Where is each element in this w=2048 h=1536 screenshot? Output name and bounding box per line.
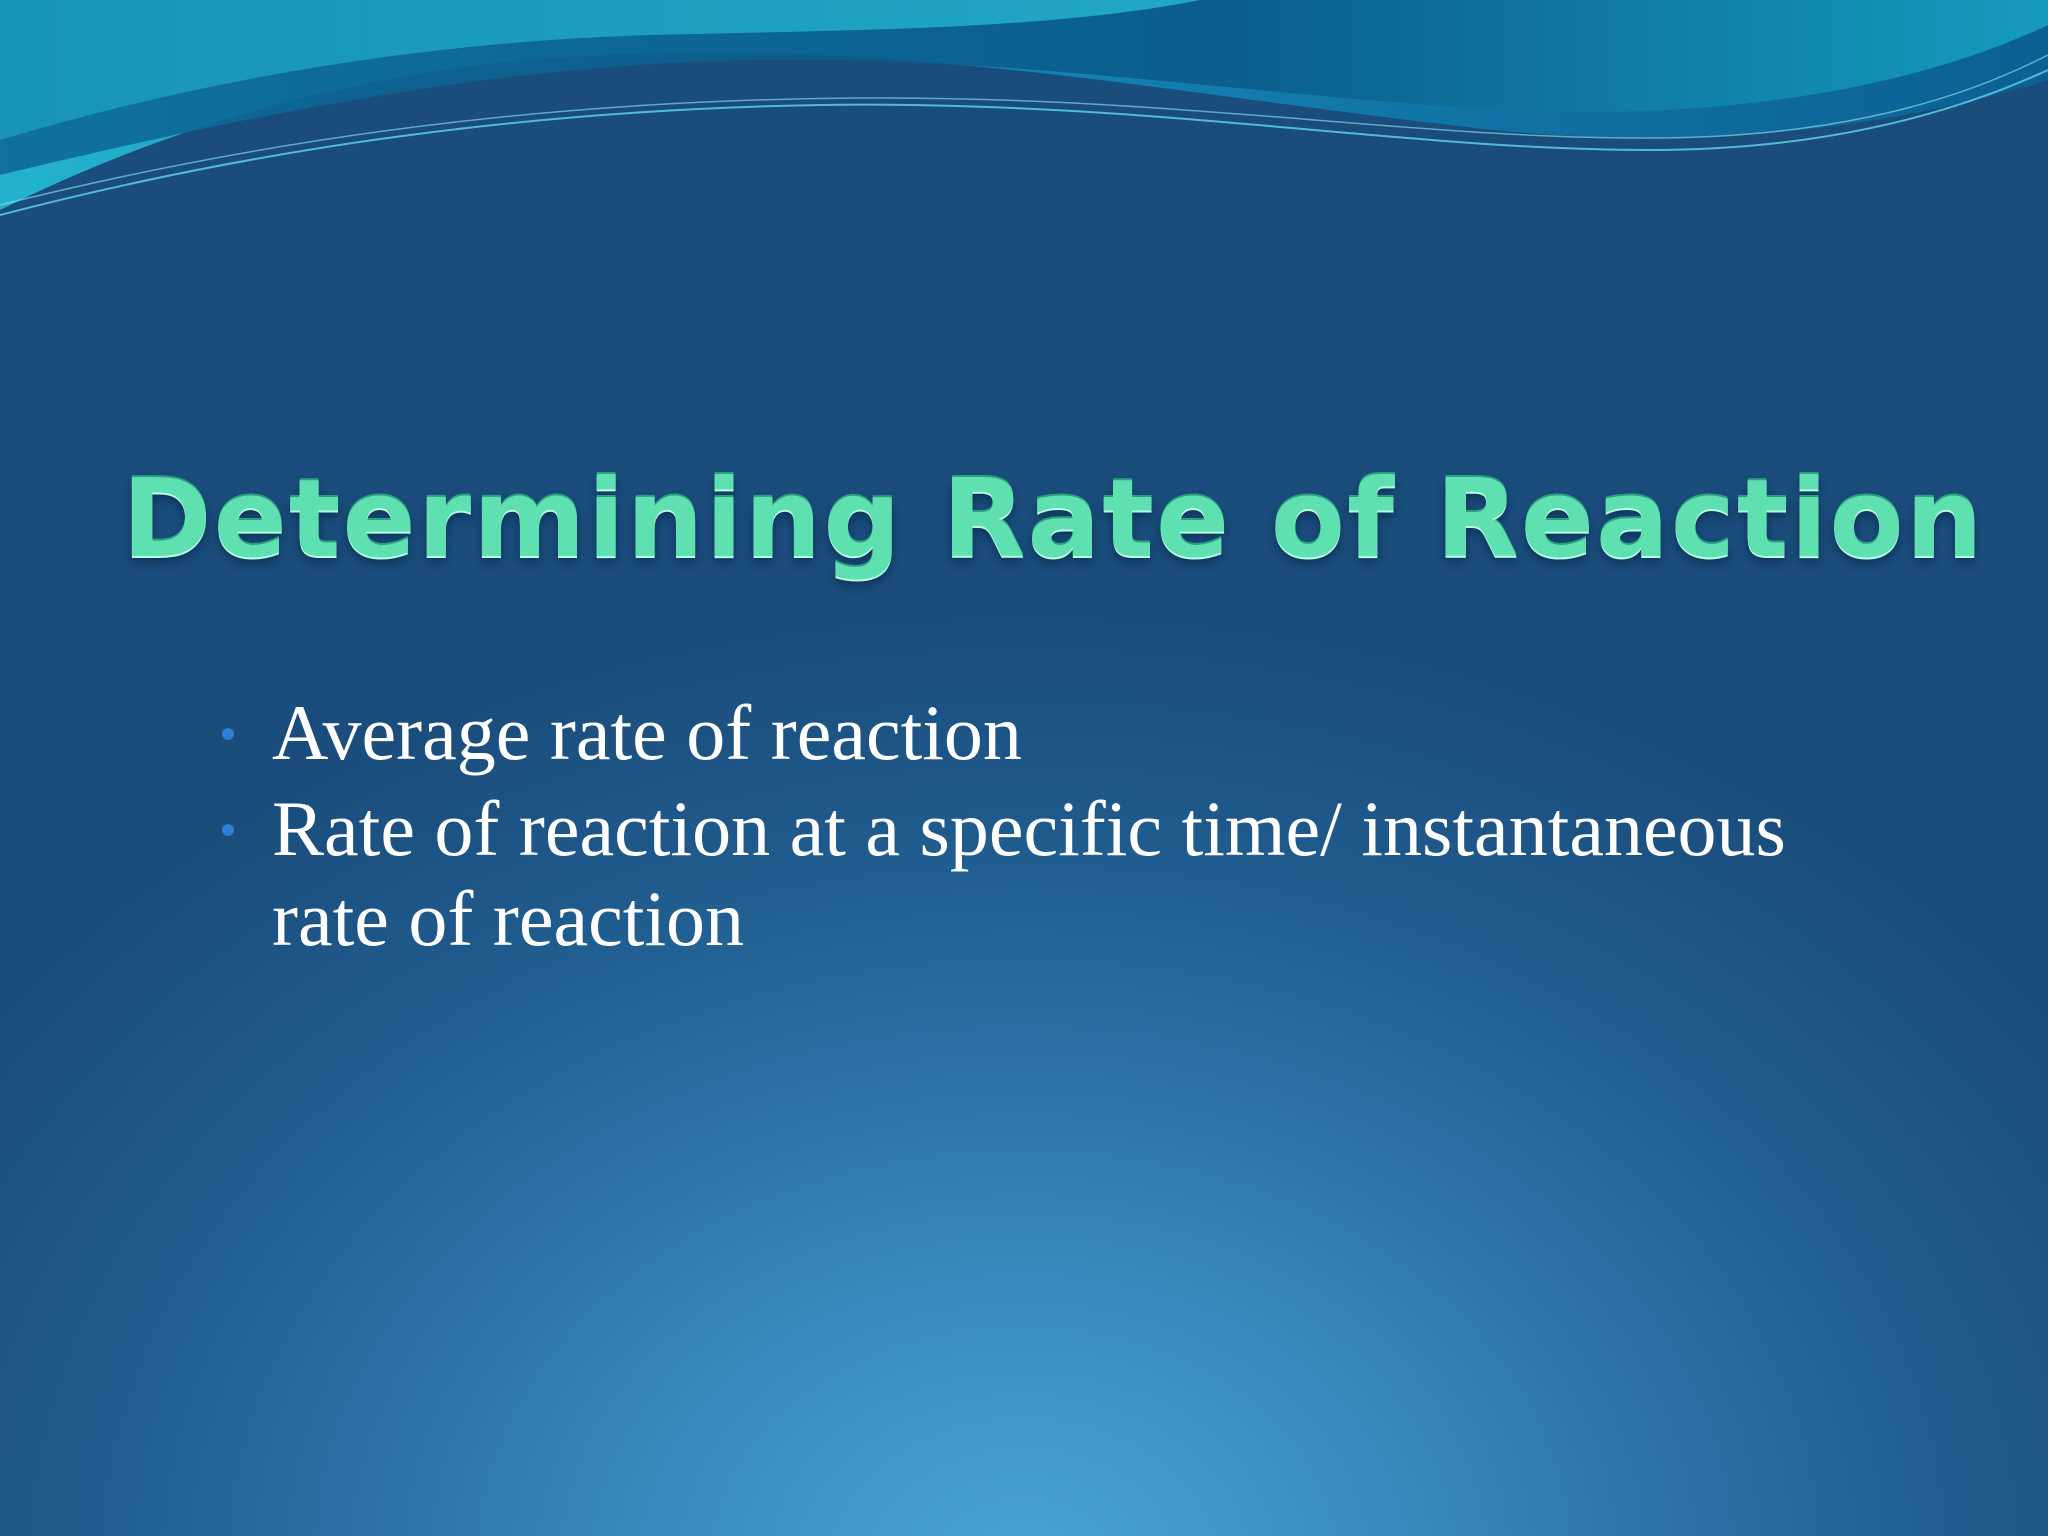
wave-banner-icon — [0, 0, 2048, 216]
bullet-list: Average rate of reaction Rate of reactio… — [222, 688, 1822, 970]
bullet-item: Rate of reaction at a specific time/ ins… — [222, 784, 1822, 964]
bullet-item: Average rate of reaction — [222, 688, 1822, 778]
bullet-text: Average rate of reaction — [272, 689, 1022, 776]
bullet-text: Rate of reaction at a specific time/ ins… — [272, 785, 1786, 962]
bullet-dot-icon — [222, 728, 234, 740]
bullet-dot-icon — [222, 824, 234, 836]
slide-title: Determining Rate of Reaction — [122, 457, 1985, 582]
